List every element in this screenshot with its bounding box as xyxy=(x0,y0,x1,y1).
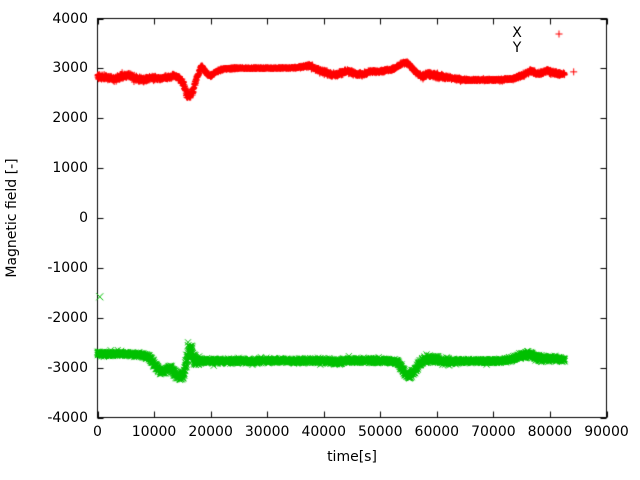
x-tick-label: 90000 xyxy=(584,424,629,440)
y-tick-label: 1000 xyxy=(52,160,88,177)
legend-label-series-x: X xyxy=(512,25,522,41)
x-tick-label: 20000 xyxy=(188,424,233,440)
legend-label-series-y: Y xyxy=(512,40,522,56)
x-tick-label: 80000 xyxy=(527,424,573,440)
x-tick-label: 10000 xyxy=(131,424,177,440)
y-tick-label: -2000 xyxy=(47,309,88,326)
y-tick-label: -4000 xyxy=(47,409,88,426)
x-tick-label: 60000 xyxy=(414,424,460,440)
x-tick-label: 30000 xyxy=(244,424,290,440)
x-tick-label: 0 xyxy=(93,424,102,440)
y-tick-label: 3000 xyxy=(52,60,88,77)
x-tick-label: 50000 xyxy=(357,424,403,440)
y-tick-label: -3000 xyxy=(47,359,88,376)
y-tick-label: 2000 xyxy=(52,110,88,127)
x-axis-title: time[s] xyxy=(327,449,377,465)
x-tick-label: 70000 xyxy=(471,424,516,440)
y-tick-label: -1000 xyxy=(47,259,88,276)
x-tick-label: 40000 xyxy=(301,424,346,440)
y-tick-label: 4000 xyxy=(52,10,88,27)
y-tick-label: 0 xyxy=(79,210,88,226)
